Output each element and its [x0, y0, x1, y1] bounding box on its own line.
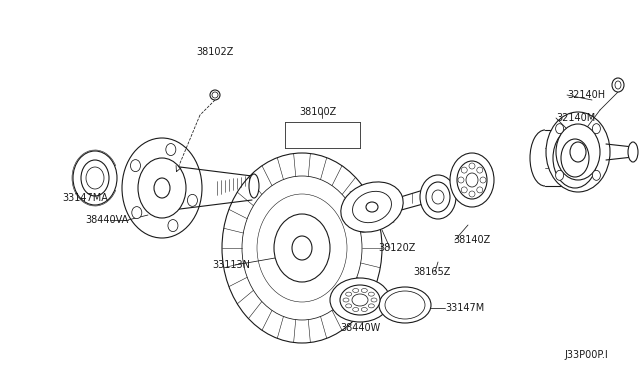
Ellipse shape	[212, 92, 218, 98]
Ellipse shape	[340, 285, 380, 315]
Text: 38440W: 38440W	[340, 323, 380, 333]
Text: 38102Z: 38102Z	[196, 47, 234, 57]
Ellipse shape	[457, 161, 487, 199]
Ellipse shape	[330, 278, 390, 322]
Ellipse shape	[249, 174, 259, 198]
Ellipse shape	[138, 158, 186, 218]
Ellipse shape	[628, 142, 638, 162]
Ellipse shape	[420, 175, 456, 219]
Ellipse shape	[371, 298, 377, 302]
Ellipse shape	[379, 287, 431, 323]
Ellipse shape	[556, 124, 600, 180]
Ellipse shape	[426, 182, 450, 212]
Ellipse shape	[593, 124, 600, 134]
Ellipse shape	[346, 292, 351, 296]
Ellipse shape	[477, 187, 483, 193]
Ellipse shape	[450, 153, 494, 207]
Text: 38440VA: 38440VA	[85, 215, 128, 225]
Ellipse shape	[222, 153, 382, 343]
Ellipse shape	[353, 308, 358, 311]
Text: 38140Z: 38140Z	[453, 235, 490, 245]
Text: 33113N: 33113N	[212, 260, 250, 270]
Ellipse shape	[458, 177, 464, 183]
Ellipse shape	[469, 163, 475, 169]
Ellipse shape	[553, 128, 597, 188]
Ellipse shape	[469, 191, 475, 197]
Ellipse shape	[86, 167, 104, 189]
Ellipse shape	[561, 139, 589, 177]
Ellipse shape	[369, 292, 374, 296]
Ellipse shape	[353, 191, 392, 223]
Ellipse shape	[612, 78, 624, 92]
Ellipse shape	[362, 289, 367, 292]
Ellipse shape	[570, 142, 586, 162]
Ellipse shape	[593, 170, 600, 180]
Ellipse shape	[274, 214, 330, 282]
Ellipse shape	[461, 167, 467, 173]
Ellipse shape	[366, 202, 378, 212]
Ellipse shape	[556, 170, 564, 180]
Ellipse shape	[188, 194, 197, 206]
Ellipse shape	[73, 151, 117, 205]
Ellipse shape	[369, 304, 374, 308]
Ellipse shape	[480, 177, 486, 183]
Ellipse shape	[122, 138, 202, 238]
Ellipse shape	[461, 187, 467, 193]
Ellipse shape	[154, 178, 170, 198]
Text: 33147M: 33147M	[445, 303, 484, 313]
Text: 38165Z: 38165Z	[413, 267, 451, 277]
Ellipse shape	[131, 160, 140, 171]
Ellipse shape	[466, 173, 478, 187]
Ellipse shape	[132, 206, 142, 219]
Ellipse shape	[210, 90, 220, 100]
Text: 33147MA: 33147MA	[62, 193, 108, 203]
Ellipse shape	[615, 81, 621, 89]
Ellipse shape	[341, 182, 403, 232]
Ellipse shape	[556, 124, 564, 134]
Ellipse shape	[242, 176, 362, 320]
Ellipse shape	[352, 294, 368, 306]
Text: J33P00P.I: J33P00P.I	[564, 350, 608, 360]
Text: 32140H: 32140H	[567, 90, 605, 100]
Text: 38100Z: 38100Z	[300, 107, 337, 117]
Ellipse shape	[346, 304, 351, 308]
Ellipse shape	[546, 112, 610, 192]
Ellipse shape	[81, 160, 109, 196]
Text: 32140M: 32140M	[556, 113, 595, 123]
Text: 38120Z: 38120Z	[378, 243, 415, 253]
Ellipse shape	[168, 219, 178, 232]
Ellipse shape	[343, 298, 349, 302]
Ellipse shape	[292, 236, 312, 260]
Ellipse shape	[432, 190, 444, 204]
Ellipse shape	[353, 289, 358, 292]
Ellipse shape	[362, 308, 367, 311]
Ellipse shape	[166, 144, 176, 155]
Ellipse shape	[385, 291, 425, 319]
Ellipse shape	[477, 167, 483, 173]
